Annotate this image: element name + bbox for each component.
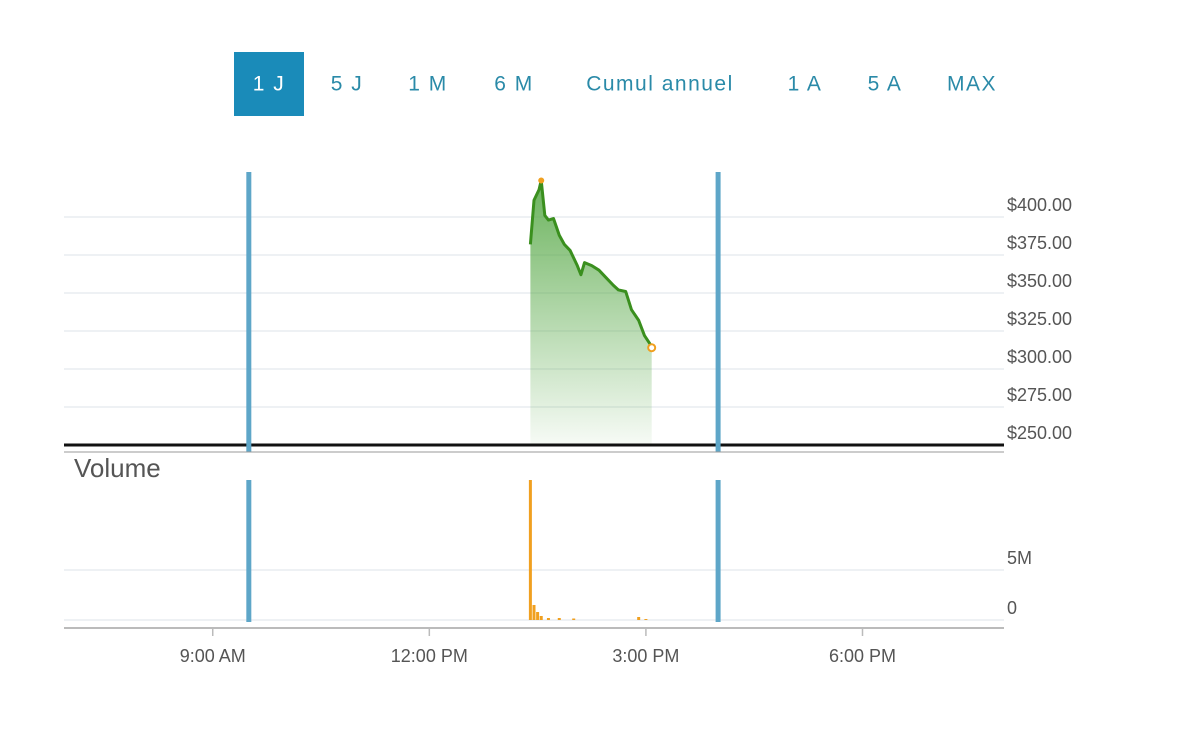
- y-tick-label: 5M: [1007, 548, 1032, 568]
- button-label: 1 J: [253, 73, 286, 96]
- y-tick-label: $275.00: [1007, 385, 1072, 405]
- range-button[interactable]: 6 M: [494, 73, 534, 96]
- plot-area: $250.00 $275.00 $300.00 $325.00 $350.00 $375.…: [64, 172, 1072, 666]
- button-background: [234, 52, 304, 116]
- area-fill: [530, 180, 652, 445]
- volume-bar: [536, 612, 540, 620]
- button-label: 1 M: [408, 73, 448, 96]
- x-tick-label: 9:00 AM: [180, 646, 246, 666]
- y-tick-label: $300.00: [1007, 347, 1072, 367]
- button-label: 1 A: [788, 73, 823, 96]
- y-tick-label: $400.00: [1007, 195, 1072, 215]
- range-button[interactable]: 5 A: [868, 73, 903, 96]
- last-point: [647, 343, 657, 353]
- x-tick-label: 3:00 PM: [612, 646, 679, 666]
- range-buttons: 1 J 5 J 1 M 6 M Cumul annuel 1 A 5 A MAX: [234, 52, 997, 116]
- x-tick-label: 12:00 PM: [391, 646, 468, 666]
- volume-bar: [644, 619, 648, 620]
- button-label: 5 A: [868, 73, 903, 96]
- y-tick-label: $375.00: [1007, 233, 1072, 253]
- panel-title: Volume: [74, 453, 161, 483]
- button-label: Cumul annuel: [586, 73, 734, 96]
- range-button[interactable]: 1 A: [788, 73, 823, 96]
- volume-bar: [546, 618, 550, 620]
- y-tick-label: $250.00: [1007, 423, 1072, 443]
- x-tick-label: 6:00 PM: [829, 646, 896, 666]
- range-button[interactable]: 1 M: [408, 73, 448, 96]
- y-tick-label: $325.00: [1007, 309, 1072, 329]
- y-tick-label: 0: [1007, 598, 1017, 618]
- button-label: 6 M: [494, 73, 534, 96]
- volume-bar: [532, 605, 536, 620]
- volume-bar: [557, 618, 561, 620]
- high-point: [538, 177, 545, 184]
- volume-bar: [539, 616, 543, 620]
- volume-bar: [572, 618, 576, 620]
- price-line: [528, 179, 654, 349]
- button-label: 5 J: [331, 73, 364, 96]
- range-button[interactable]: Cumul annuel: [586, 73, 734, 96]
- y-tick-label: $350.00: [1007, 271, 1072, 291]
- volume-bar: [528, 480, 532, 620]
- button-label: MAX: [947, 73, 997, 96]
- range-button[interactable]: 1 J: [234, 52, 304, 116]
- range-button[interactable]: 5 J: [331, 73, 364, 96]
- range-button[interactable]: MAX: [947, 73, 997, 96]
- volume-bar: [637, 617, 641, 620]
